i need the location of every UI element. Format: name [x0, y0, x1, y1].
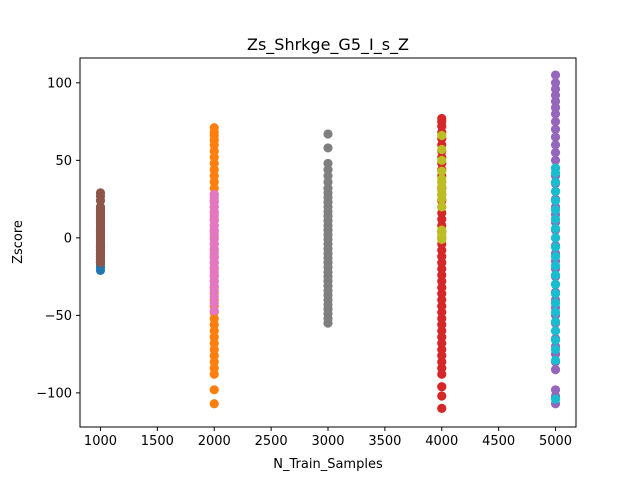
data-point	[209, 399, 219, 409]
x-axis-label: N_Train_Samples	[273, 457, 383, 472]
data-point	[550, 223, 561, 234]
data-point	[437, 225, 447, 235]
y-tick-label: 50	[55, 154, 72, 169]
data-point	[550, 186, 561, 196]
data-point	[550, 147, 561, 158]
data-point	[550, 251, 561, 262]
x-tick-label: 2000	[198, 434, 231, 449]
data-point	[550, 355, 561, 365]
x-tick-label: 2500	[255, 434, 288, 449]
data-point	[437, 130, 447, 141]
data-point	[550, 177, 561, 187]
data-point	[437, 174, 447, 184]
data-point	[550, 242, 561, 252]
data-point	[550, 196, 561, 206]
data-point	[209, 123, 219, 133]
data-point	[550, 344, 561, 355]
data-point	[209, 189, 219, 200]
data-point	[437, 113, 447, 124]
data-point	[323, 143, 333, 153]
x-tick-label: 1500	[141, 434, 174, 449]
data-point	[550, 132, 561, 142]
y-axis-label: Zscore	[11, 220, 26, 264]
y-axis-ticks: −100 −50 0 50 100	[36, 76, 80, 401]
y-tick-label: 100	[47, 76, 72, 91]
data-point	[550, 261, 561, 271]
data-point	[550, 78, 561, 88]
data-point	[550, 365, 561, 375]
data-point	[550, 289, 561, 299]
data-point	[550, 205, 561, 215]
data-point	[550, 307, 561, 317]
data-point	[550, 233, 561, 243]
data-point	[437, 166, 447, 176]
data-point	[550, 70, 561, 80]
data-point	[550, 124, 561, 134]
data-point	[550, 270, 561, 280]
data-point	[323, 129, 333, 139]
data-point	[550, 316, 561, 327]
data-point	[437, 382, 447, 392]
data-point	[550, 326, 561, 336]
data-point	[437, 403, 447, 413]
x-tick-label: 3000	[311, 434, 344, 449]
data-point	[323, 158, 333, 169]
y-tick-label: 0	[64, 231, 72, 246]
data-point	[550, 116, 561, 127]
data-point	[209, 385, 219, 395]
data-points	[95, 70, 561, 413]
data-point	[437, 155, 447, 165]
data-point	[437, 202, 447, 212]
data-point	[550, 279, 561, 289]
data-point	[437, 144, 447, 155]
data-point	[550, 385, 561, 395]
data-point	[550, 163, 561, 173]
x-tick-label: 4500	[482, 434, 515, 449]
x-axis-ticks: 1000 1500 2000 2500 3000 3500 4000 4500 5000	[84, 427, 572, 449]
y-tick-label: −50	[45, 309, 72, 324]
data-point	[550, 140, 561, 150]
x-tick-label: 4000	[425, 434, 458, 449]
data-point	[209, 306, 219, 316]
data-point	[550, 394, 561, 404]
x-tick-label: 5000	[539, 434, 572, 449]
y-tick-label: −100	[36, 386, 72, 401]
data-point	[550, 214, 561, 224]
data-point	[437, 391, 447, 401]
x-tick-label: 3500	[368, 434, 401, 449]
data-point	[550, 335, 561, 345]
data-point	[95, 188, 106, 198]
data-point	[550, 155, 561, 165]
chart-title: Zs_Shrkge_G5_I_s_Z	[247, 35, 409, 55]
x-tick-label: 1000	[84, 434, 117, 449]
data-point	[550, 298, 561, 308]
